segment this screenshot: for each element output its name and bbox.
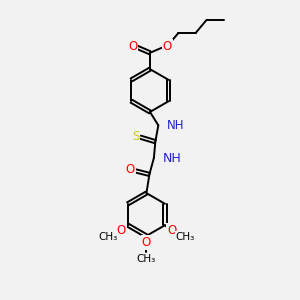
Text: CH₃: CH₃: [98, 232, 117, 242]
Text: NH: NH: [163, 152, 182, 164]
Text: O: O: [116, 224, 126, 237]
Text: S: S: [132, 130, 140, 142]
Text: O: O: [167, 224, 176, 237]
Text: O: O: [128, 40, 137, 53]
Text: O: O: [142, 236, 151, 249]
Text: O: O: [163, 40, 172, 53]
Text: CH₃: CH₃: [137, 254, 156, 264]
Text: O: O: [126, 163, 135, 176]
Text: NH: NH: [167, 119, 185, 132]
Text: CH₃: CH₃: [176, 232, 195, 242]
